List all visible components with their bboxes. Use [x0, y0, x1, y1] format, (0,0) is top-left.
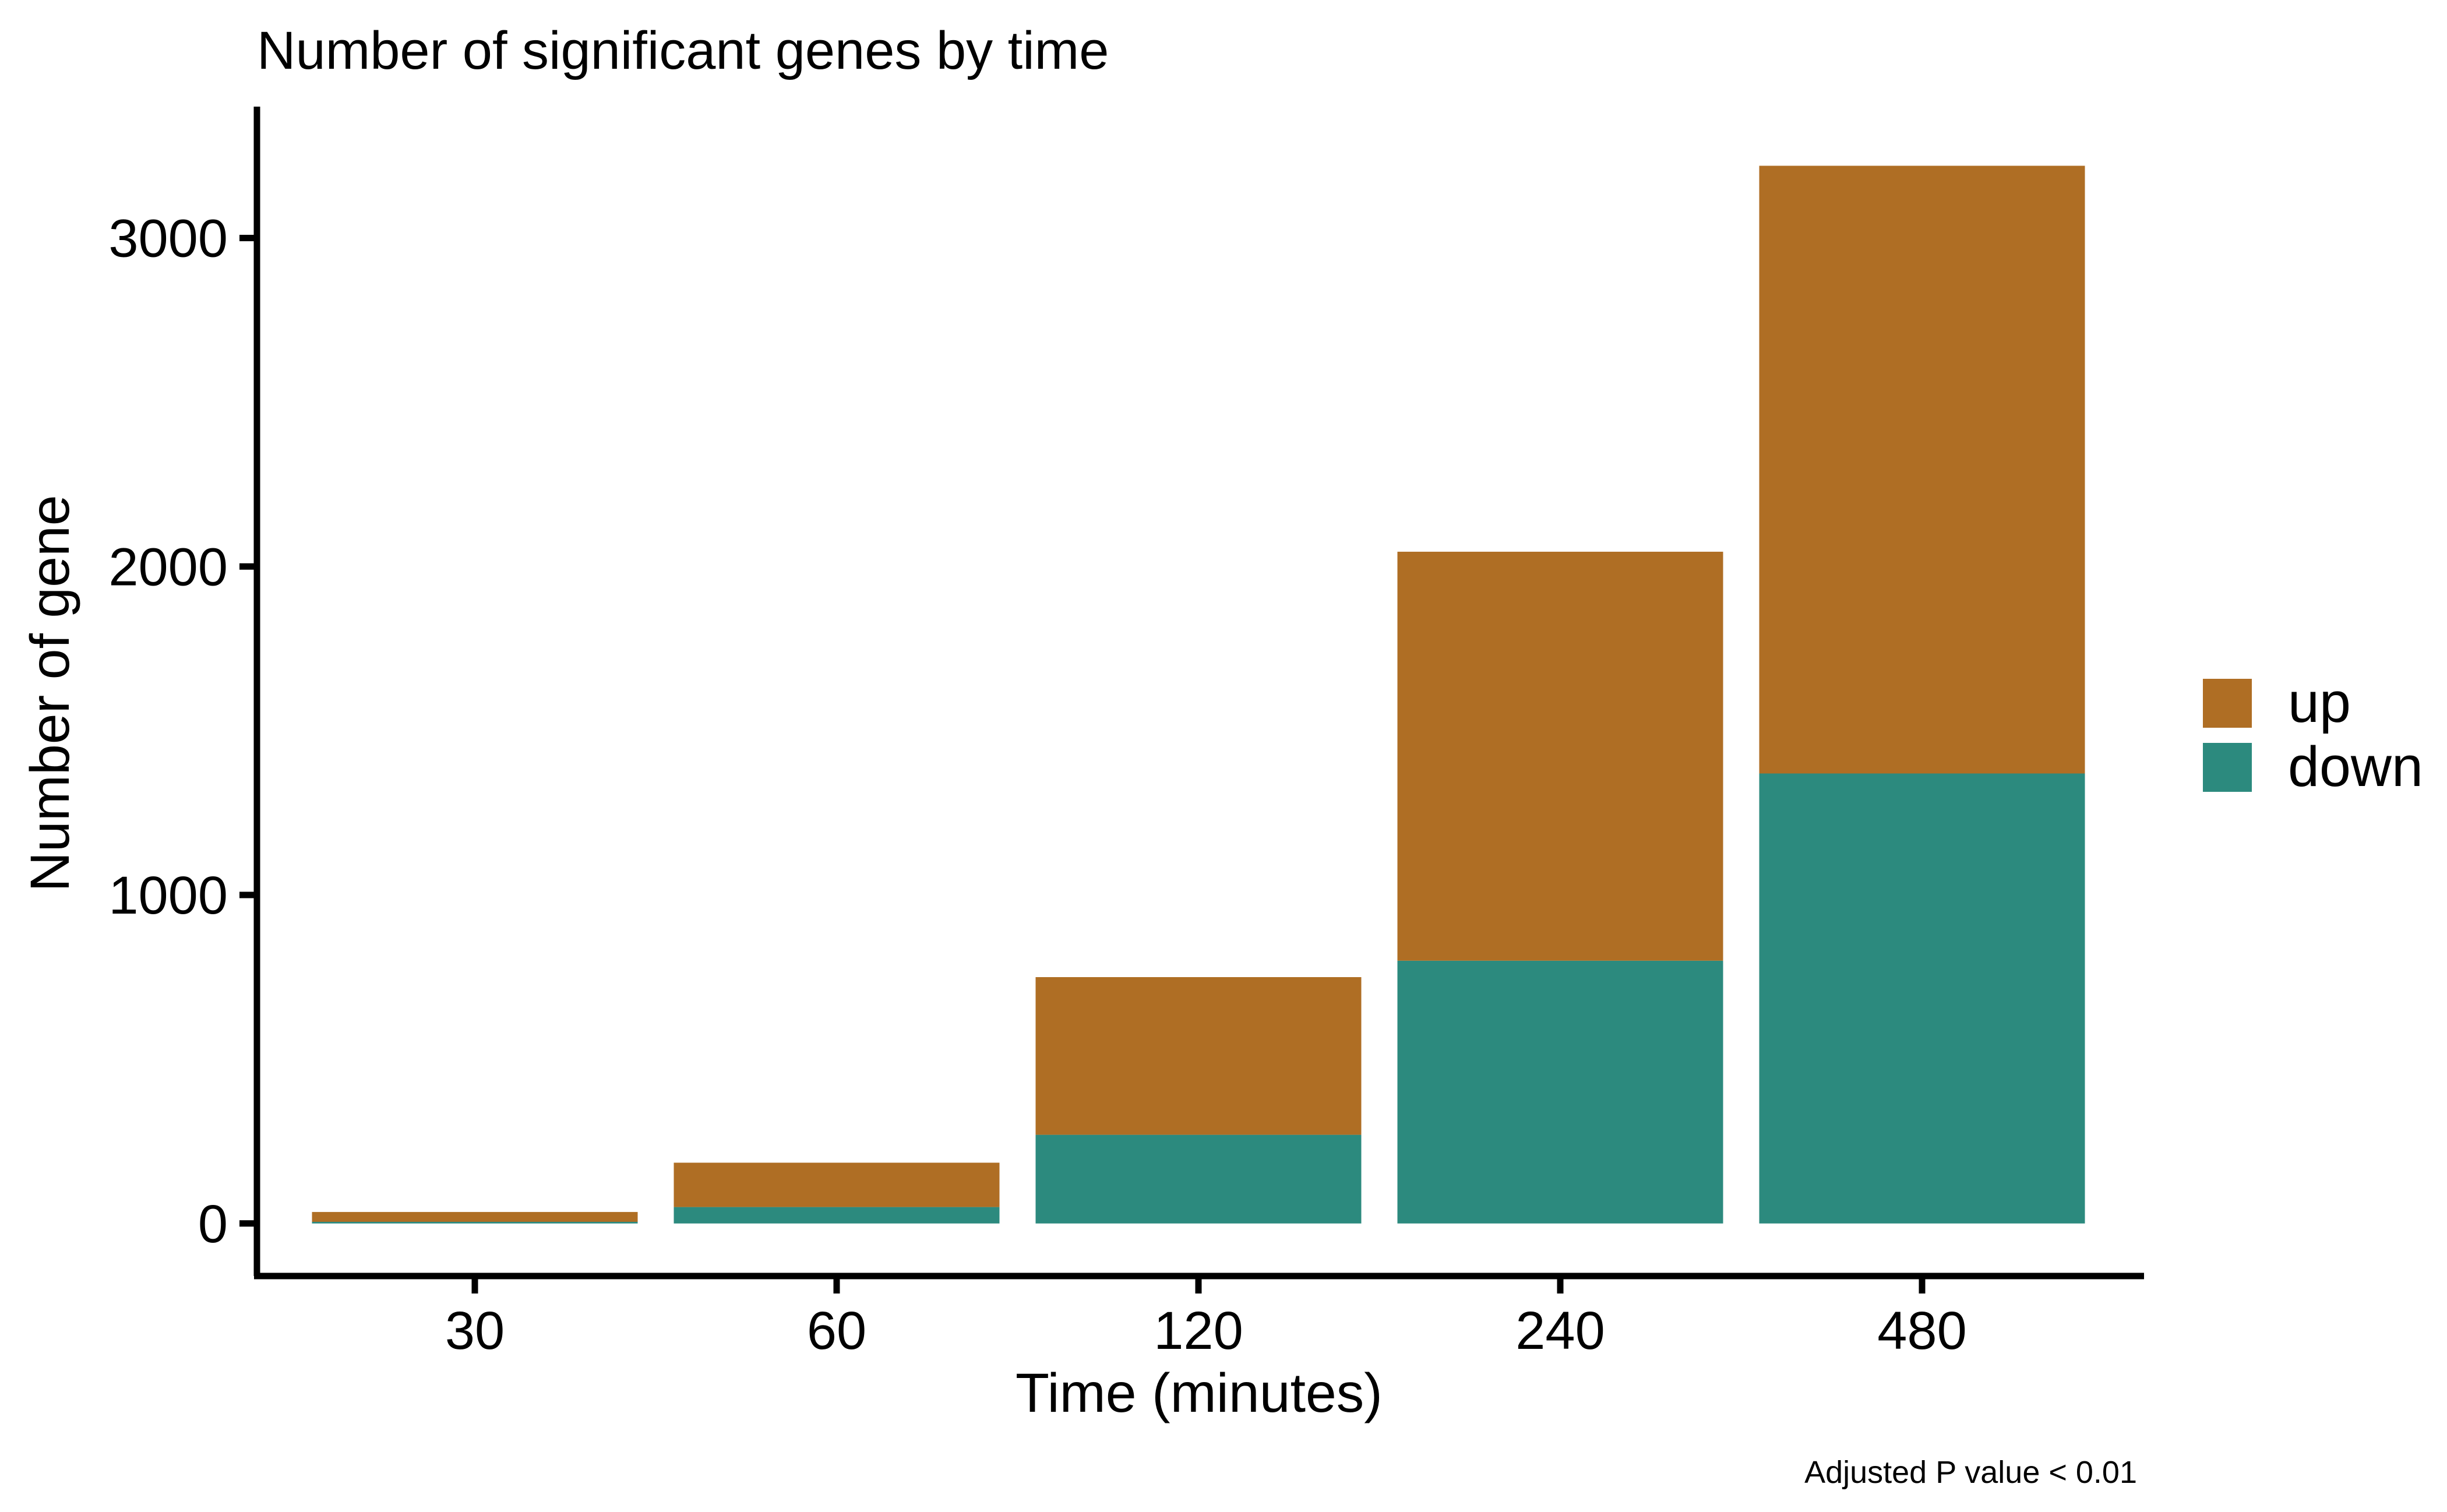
y-tick-label-0: 0 — [198, 1194, 228, 1254]
x-tick-label-30: 30 — [445, 1301, 505, 1361]
bar-up-480 — [1759, 165, 2085, 774]
legend-label-down: down — [2288, 735, 2423, 798]
y-tick-label-1000: 1000 — [108, 866, 228, 925]
chart-caption: Adjusted P value < 0.01 — [1804, 1455, 2137, 1490]
y-tick-label-3000: 3000 — [108, 209, 228, 269]
bar-up-120 — [1035, 977, 1362, 1135]
legend-key-down — [2203, 743, 2252, 792]
axes-layer: 0 1000 2000 3000 30 60 120 240 480 — [108, 107, 2144, 1361]
bar-down-240 — [1397, 960, 1723, 1224]
y-tick-label-2000: 2000 — [108, 537, 228, 597]
bar-down-480 — [1759, 773, 2085, 1224]
x-tick-label-480: 480 — [1877, 1301, 1967, 1361]
bar-down-30 — [312, 1222, 638, 1224]
bars-layer — [312, 165, 2085, 1224]
bar-up-60 — [674, 1162, 1000, 1207]
legend-label-up: up — [2288, 671, 2351, 734]
x-tick-label-240: 240 — [1515, 1301, 1605, 1361]
x-tick-label-60: 60 — [807, 1301, 866, 1361]
bar-down-120 — [1035, 1134, 1362, 1224]
chart-title: Number of significant genes by time — [257, 21, 1109, 80]
bar-up-30 — [312, 1212, 638, 1222]
bar-down-60 — [674, 1207, 1000, 1224]
x-axis-title: Time (minutes) — [1016, 1362, 1383, 1424]
y-axis-title: Number of gene — [19, 495, 81, 891]
legend-key-up — [2203, 679, 2252, 728]
x-tick-label-120: 120 — [1154, 1301, 1243, 1361]
bar-up-240 — [1397, 551, 1723, 961]
